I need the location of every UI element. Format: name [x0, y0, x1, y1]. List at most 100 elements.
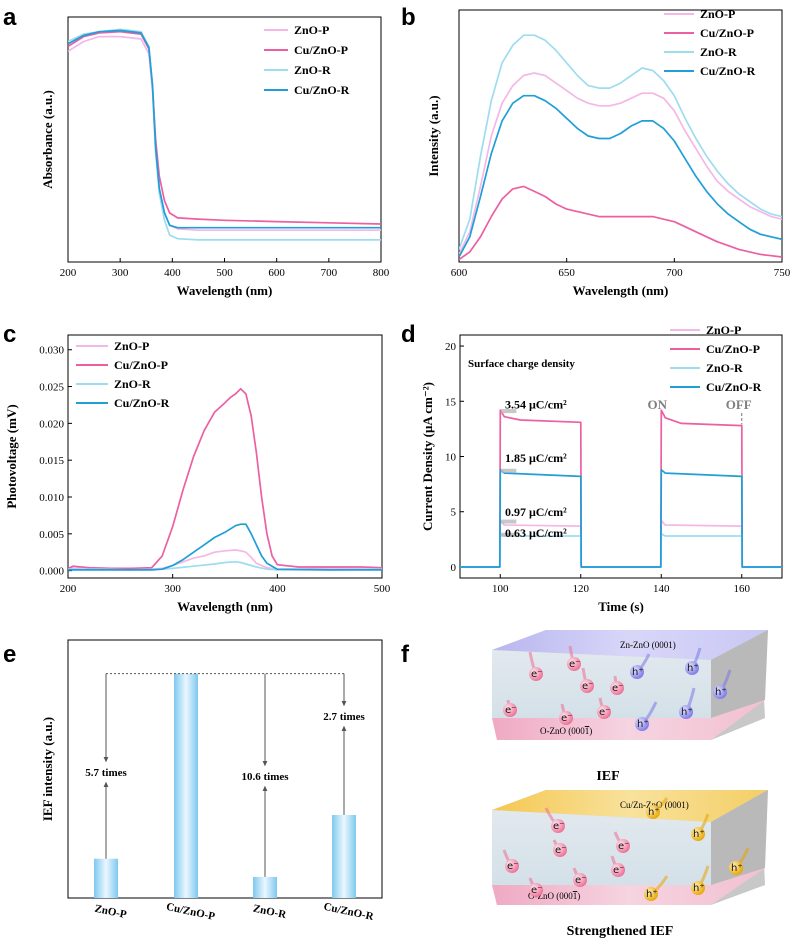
x-axis-title: Wavelength (nm) — [573, 283, 669, 298]
panel-letter-d: d — [401, 321, 416, 348]
svg-text:h⁺: h⁺ — [731, 863, 743, 874]
on-label: ON — [648, 397, 668, 412]
legend-label: Cu/ZnO-P — [706, 342, 760, 356]
panel-letter-b: b — [401, 4, 416, 31]
legend-label: Cu/ZnO-R — [114, 396, 170, 410]
off-label: OFF — [726, 397, 752, 412]
series-line-zno-r — [68, 28, 381, 241]
x-axis-title: Wavelength (nm) — [177, 599, 273, 614]
svg-text:e⁻: e⁻ — [582, 681, 593, 692]
electron: e⁻ — [580, 667, 594, 693]
charge-label: 0.97 μC/cm² — [505, 505, 567, 519]
series-line-cu-zno-p — [68, 387, 382, 570]
legend-label: Cu/ZnO-R — [706, 380, 762, 394]
charge-shaded-area — [501, 409, 517, 414]
charge-shaded-area — [501, 532, 517, 537]
pl-intensity-chart: 600 650 700 750 Wavelength (nm) Intensity (a.… — [426, 7, 791, 298]
y-tick-label: 0 — [451, 562, 457, 574]
series-line-cu-zno-r — [459, 94, 782, 258]
svg-text:h⁺: h⁺ — [693, 829, 705, 840]
series-line-cu-zno-r — [68, 523, 382, 571]
x-tick-label: 800 — [373, 267, 390, 279]
electron: e⁻ — [610, 855, 625, 877]
times-label: 5.7 times — [85, 767, 127, 779]
svg-text:e⁻: e⁻ — [553, 821, 564, 832]
x-tick-label: 160 — [734, 583, 751, 595]
times-label: 2.7 times — [323, 711, 365, 723]
y-tick-label: 0.015 — [39, 455, 64, 467]
svg-text:e⁻: e⁻ — [531, 669, 542, 680]
y-tick-label: 0.025 — [39, 382, 64, 394]
cu-zn-top-face — [492, 790, 768, 822]
panel-letter-a: a — [3, 4, 17, 31]
hole: h⁺ — [644, 875, 669, 901]
x-tick-label: 120 — [573, 583, 590, 595]
photovoltage-chart: 200 300 400 500 0.000 0.005 0.010 0.015 0.020 0.0… — [4, 334, 391, 614]
x-tick-label: Cu/ZnO-P — [165, 901, 216, 923]
y-tick-label: 15 — [445, 396, 457, 408]
bar-cu-zno-r — [332, 814, 356, 898]
electron: e⁻ — [528, 651, 543, 681]
o-bottom-face-2 — [492, 868, 765, 905]
y-tick-label: 0.005 — [39, 529, 64, 541]
legend-label: ZnO-P — [706, 323, 741, 337]
legend-label: ZnO-R — [294, 63, 331, 77]
y-tick-label: 0.000 — [39, 566, 64, 578]
o-bottom-face — [492, 700, 765, 740]
y-axis-title: Absorbance (a.u.) — [40, 90, 55, 189]
top-face-label: Zn-ZnO (0001) — [620, 640, 676, 650]
svg-text:e⁻: e⁻ — [612, 683, 623, 694]
charge-label: 0.63 μC/cm² — [505, 526, 567, 540]
legend-label: ZnO-P — [294, 23, 329, 37]
svg-text:e⁻: e⁻ — [569, 659, 580, 670]
y-tick-label: 0.030 — [39, 345, 64, 357]
hole: h⁺ — [685, 647, 702, 675]
svg-text:e⁻: e⁻ — [531, 885, 542, 896]
ief-crystal: Zn-ZnO (0001) O-ZnO (0001) e⁻e⁻e⁻e⁻e⁻e⁻e… — [492, 630, 768, 784]
charge-shaded-area — [501, 468, 517, 473]
legend-label: Cu/ZnO-R — [700, 64, 756, 78]
y-tick-label: 0.010 — [39, 492, 64, 504]
x-tick-label: 400 — [164, 267, 181, 279]
x-tick-label: 600 — [451, 267, 468, 279]
svg-text:h⁺: h⁺ — [632, 667, 644, 678]
legend-label: Cu/ZnO-R — [294, 83, 350, 97]
hole: h⁺ — [679, 687, 696, 719]
strengthened-ief-crystal: Cu/Zn-ZnO (0001) O-ZnO (0001) e⁻ e⁻ e⁻ e⁻ e⁻… — [492, 790, 768, 939]
svg-text:e⁻: e⁻ — [599, 707, 610, 718]
electron: e⁻ — [502, 849, 519, 873]
panel-letter-e: e — [3, 641, 16, 668]
hole: h⁺ — [646, 797, 669, 819]
legend-label: ZnO-R — [114, 377, 151, 391]
electron: e⁻ — [572, 867, 587, 887]
y-tick-label: 5 — [451, 507, 457, 519]
electron: e⁻ — [552, 839, 567, 857]
svg-text:e⁻: e⁻ — [575, 875, 586, 886]
hole: h⁺ — [691, 813, 710, 841]
electron: e⁻ — [559, 703, 573, 725]
svg-text:h⁺: h⁺ — [715, 687, 727, 698]
hole: h⁺ — [635, 701, 658, 731]
electron: e⁻ — [503, 699, 517, 717]
top-face-label-2: Cu/Zn-ZnO (0001) — [620, 800, 689, 810]
hole: h⁺ — [713, 669, 732, 699]
bottom-face-label: O-ZnO (0001) — [540, 726, 592, 736]
legend-label: ZnO-R — [700, 45, 737, 59]
charge-shaded-area — [501, 519, 517, 524]
electron: e⁻ — [528, 877, 543, 897]
plot-frame — [67, 639, 383, 899]
series-line-zno-r — [459, 34, 782, 250]
legend-label: ZnO-P — [700, 7, 735, 21]
y-tick-label: 20 — [445, 341, 457, 353]
y-axis-title: Current Density (μA cm⁻²) — [420, 382, 435, 531]
series-line-cu-zno-p — [460, 409, 782, 568]
x-axis-title: Time (s) — [598, 599, 644, 614]
x-tick-label: 100 — [492, 583, 509, 595]
svg-text:h⁺: h⁺ — [693, 883, 705, 894]
strengthened-ief-title: Strengthened IEF — [567, 924, 674, 939]
plot-frame — [67, 334, 383, 579]
series-line-cu-zno-p — [459, 185, 782, 261]
svg-text:e⁻: e⁻ — [555, 845, 566, 856]
x-tick-label: 650 — [558, 267, 575, 279]
bar-cu-zno-p — [174, 673, 198, 898]
